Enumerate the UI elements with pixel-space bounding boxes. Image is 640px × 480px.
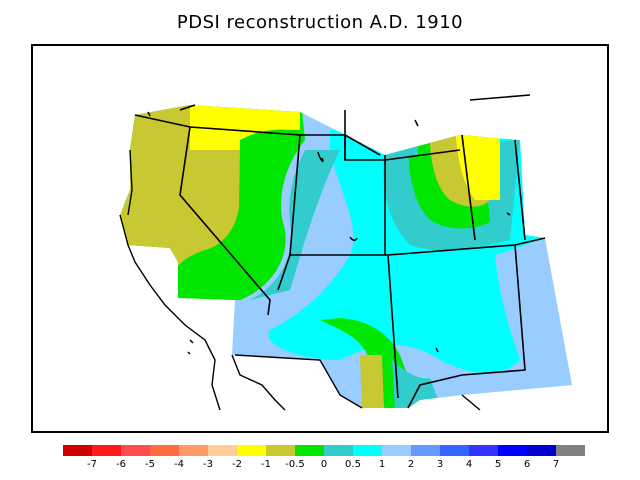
legend-swatch bbox=[63, 445, 92, 456]
pdsi-fill-layer bbox=[120, 105, 572, 408]
legend-tick-label: -0.5 bbox=[285, 459, 305, 470]
legend-tick-label: -2 bbox=[232, 459, 242, 470]
legend-swatch bbox=[295, 445, 324, 456]
legend-tick-label: 5 bbox=[494, 459, 502, 470]
legend-swatch bbox=[498, 445, 527, 456]
pdsi-minus1-to-minus2-region bbox=[190, 105, 300, 150]
legend-swatch bbox=[440, 445, 469, 456]
legend-tick-label: 4 bbox=[465, 459, 473, 470]
legend-swatch bbox=[382, 445, 411, 456]
legend-tick-label: 7 bbox=[552, 459, 560, 470]
map-frame bbox=[31, 44, 609, 433]
legend-tick-label: -5 bbox=[145, 459, 155, 470]
legend-swatch bbox=[469, 445, 498, 456]
legend-swatch bbox=[92, 445, 121, 456]
legend-tick-label: 0.5 bbox=[345, 459, 361, 470]
pdsi-0-to-0.5-region bbox=[392, 360, 440, 408]
legend-swatch bbox=[411, 445, 440, 456]
map-title: PDSI reconstruction A.D. 1910 bbox=[176, 12, 464, 33]
legend-swatch bbox=[237, 445, 266, 456]
legend-swatch bbox=[324, 445, 353, 456]
legend-swatch bbox=[150, 445, 179, 456]
lakes bbox=[147, 111, 511, 355]
pdsi-0-to-0.5-region bbox=[250, 150, 340, 300]
legend-tick-label: -1 bbox=[261, 459, 271, 470]
legend-bar bbox=[63, 445, 585, 456]
pdsi-minus1-region bbox=[360, 355, 384, 408]
pdsi-minus0.5-to-0-region bbox=[239, 129, 300, 235]
legend-tick-label: -6 bbox=[116, 459, 126, 470]
legend-swatch bbox=[121, 445, 150, 456]
legend-tick-label: 1 bbox=[378, 459, 386, 470]
legend-tick-label: 3 bbox=[436, 459, 444, 470]
legend-swatch bbox=[179, 445, 208, 456]
legend-tick-label: -4 bbox=[174, 459, 184, 470]
state-borders bbox=[134, 94, 546, 409]
legend-swatch bbox=[266, 445, 295, 456]
legend-labels: -7 -6 -5 -4 -3 -2 -1 -0.5 0 0.5 1 2 3 4 5 6 7 bbox=[63, 459, 585, 473]
pdsi-0-to-0.5-region bbox=[405, 105, 418, 155]
legend-swatch bbox=[556, 445, 585, 456]
legend-tick-label: -3 bbox=[203, 459, 213, 470]
legend-tick-label: -7 bbox=[87, 459, 97, 470]
legend-swatch bbox=[353, 445, 382, 456]
color-legend: -7 -6 -5 -4 -3 -2 -1 -0.5 0 0.5 1 2 3 4 5 6 7 bbox=[63, 445, 585, 473]
legend-swatch bbox=[208, 445, 237, 456]
legend-tick-label: 2 bbox=[407, 459, 415, 470]
legend-tick-label: 0 bbox=[320, 459, 328, 470]
legend-swatch bbox=[527, 445, 556, 456]
coastline bbox=[119, 149, 481, 411]
legend-tick-label: 6 bbox=[523, 459, 531, 470]
pdsi-map bbox=[119, 94, 572, 411]
